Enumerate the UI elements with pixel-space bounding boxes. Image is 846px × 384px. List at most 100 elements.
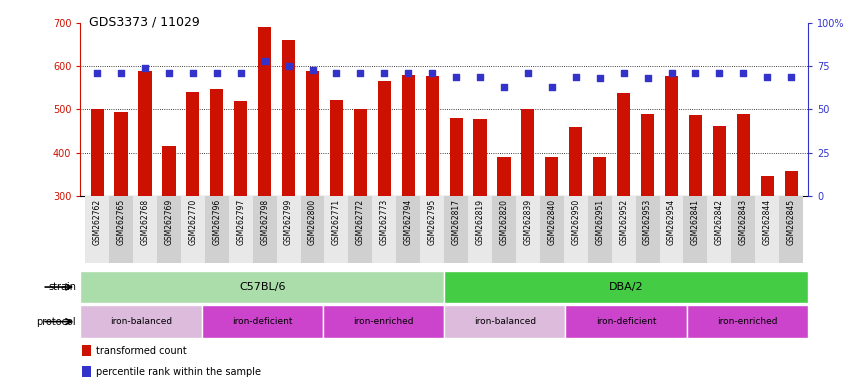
Point	[186, 70, 200, 76]
Text: GSM262769: GSM262769	[164, 199, 173, 245]
Bar	[139, 71, 151, 196]
Bar	[617, 93, 630, 196]
Bar	[162, 146, 175, 196]
Point	[234, 70, 248, 76]
Point	[784, 74, 798, 80]
Point	[665, 70, 678, 76]
Point	[282, 63, 295, 70]
Text: GSM262770: GSM262770	[189, 199, 197, 245]
Bar	[444, 196, 468, 263]
Bar	[444, 305, 565, 338]
Bar	[420, 196, 444, 263]
Bar	[325, 196, 349, 263]
Bar	[306, 71, 319, 196]
Text: iron-deficient: iron-deficient	[596, 317, 656, 326]
Bar	[474, 119, 486, 196]
Point	[258, 58, 272, 64]
Text: GSM262841: GSM262841	[691, 199, 700, 245]
Text: GSM262796: GSM262796	[212, 199, 222, 245]
Point	[593, 75, 607, 81]
Bar	[80, 305, 201, 338]
Bar	[205, 196, 228, 263]
Bar	[588, 196, 612, 263]
Text: GSM262773: GSM262773	[380, 199, 389, 245]
Bar	[689, 115, 702, 196]
Text: GSM262762: GSM262762	[92, 199, 102, 245]
Point	[377, 70, 391, 76]
Bar	[468, 196, 492, 263]
Text: GSM262845: GSM262845	[787, 199, 796, 245]
Bar	[687, 305, 808, 338]
Point	[305, 67, 319, 73]
Bar	[133, 196, 157, 263]
Point	[114, 70, 128, 76]
Bar	[85, 196, 109, 263]
Point	[689, 70, 702, 76]
Bar	[323, 305, 444, 338]
Text: GSM262798: GSM262798	[261, 199, 269, 245]
Bar	[755, 196, 779, 263]
Bar	[563, 196, 588, 263]
Text: GSM262844: GSM262844	[763, 199, 772, 245]
Bar	[497, 157, 511, 196]
Bar	[186, 92, 200, 196]
Bar	[80, 271, 444, 303]
Text: GSM262772: GSM262772	[356, 199, 365, 245]
Bar	[282, 40, 295, 196]
Text: GSM262951: GSM262951	[596, 199, 604, 245]
Point	[330, 70, 343, 76]
Text: GSM262795: GSM262795	[428, 199, 437, 245]
Bar	[157, 196, 181, 263]
Bar	[707, 196, 731, 263]
Bar	[372, 196, 396, 263]
Text: iron-balanced: iron-balanced	[474, 317, 536, 326]
Text: GSM262794: GSM262794	[404, 199, 413, 245]
Bar	[354, 109, 367, 196]
Text: GSM262842: GSM262842	[715, 199, 724, 245]
Bar	[377, 81, 391, 196]
Bar	[396, 196, 420, 263]
Point	[761, 74, 774, 80]
Point	[569, 74, 583, 80]
Bar	[612, 196, 635, 263]
Point	[210, 70, 223, 76]
Bar	[684, 196, 707, 263]
Bar	[234, 101, 247, 196]
Point	[354, 70, 367, 76]
Bar	[492, 196, 516, 263]
Bar	[784, 171, 798, 196]
Bar	[181, 196, 205, 263]
Bar	[641, 114, 654, 196]
Text: percentile rank within the sample: percentile rank within the sample	[96, 367, 261, 377]
Bar	[546, 157, 558, 196]
Text: iron-balanced: iron-balanced	[110, 317, 172, 326]
Text: strain: strain	[48, 282, 76, 292]
Bar	[201, 305, 323, 338]
Point	[545, 84, 558, 90]
Point	[497, 84, 511, 90]
Bar	[713, 126, 726, 196]
Text: GSM262953: GSM262953	[643, 199, 652, 245]
Bar	[82, 366, 91, 377]
Bar	[258, 27, 272, 196]
Bar	[402, 75, 415, 196]
Bar	[516, 196, 540, 263]
Bar	[660, 196, 684, 263]
Text: GSM262839: GSM262839	[524, 199, 532, 245]
Text: GSM262819: GSM262819	[475, 199, 485, 245]
Bar	[426, 76, 439, 196]
Point	[617, 70, 630, 76]
Bar	[540, 196, 563, 263]
Point	[138, 65, 151, 71]
Text: protocol: protocol	[36, 316, 76, 327]
Text: GSM262817: GSM262817	[452, 199, 460, 245]
Point	[162, 70, 176, 76]
Bar	[731, 196, 755, 263]
Bar	[737, 114, 750, 196]
Point	[521, 70, 535, 76]
Bar	[569, 127, 582, 196]
Point	[640, 75, 654, 81]
Text: GSM262843: GSM262843	[739, 199, 748, 245]
Bar	[665, 76, 678, 196]
Text: C57BL/6: C57BL/6	[239, 282, 285, 292]
